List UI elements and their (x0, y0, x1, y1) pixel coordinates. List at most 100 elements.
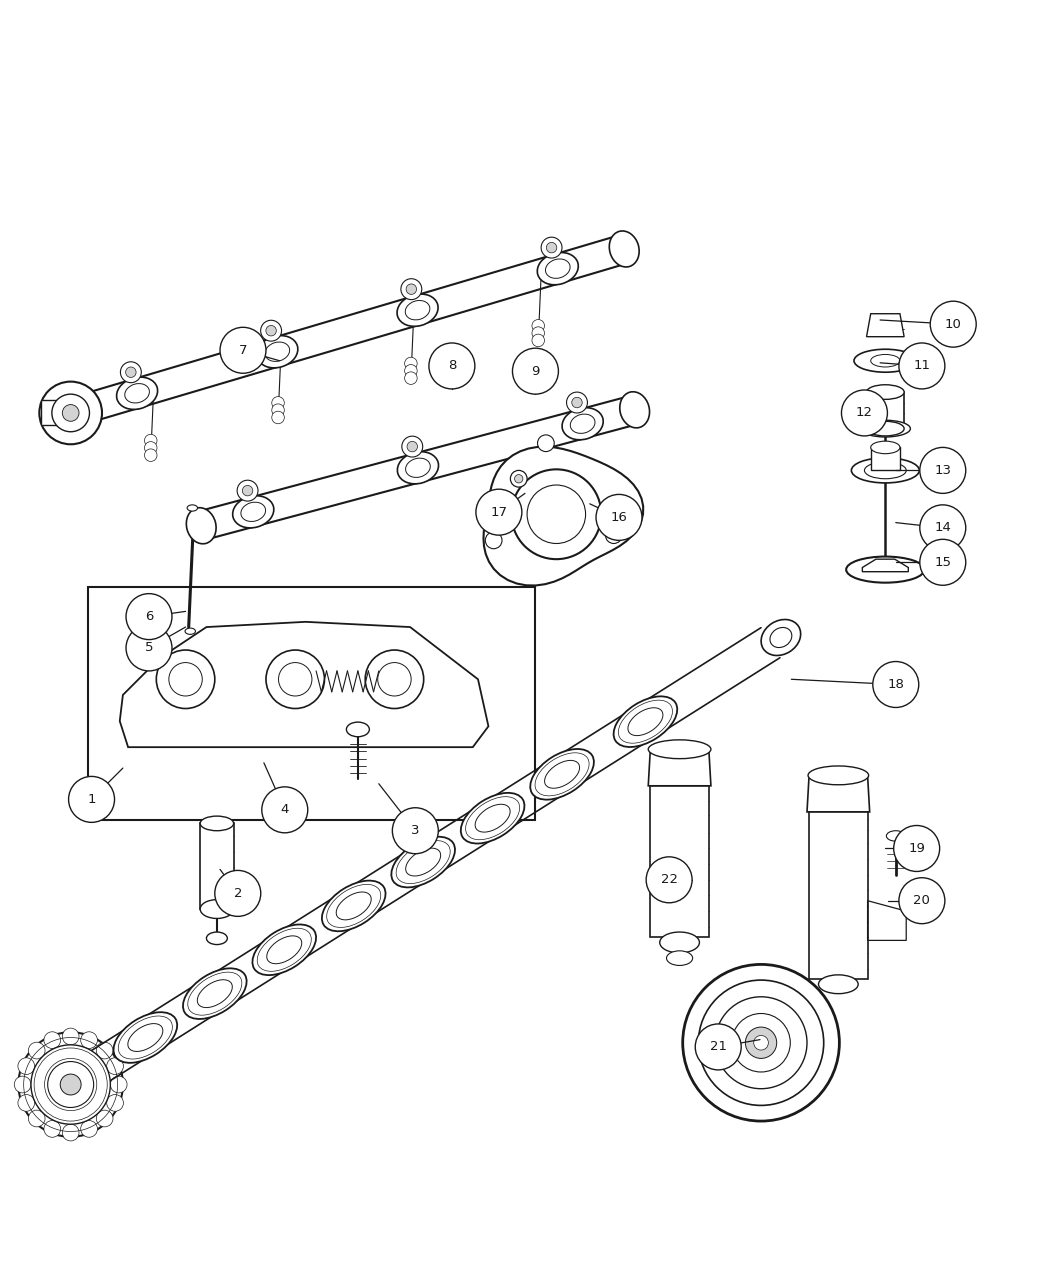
Ellipse shape (183, 968, 247, 1019)
Circle shape (107, 1094, 124, 1112)
Circle shape (18, 1094, 35, 1112)
Text: 7: 7 (238, 344, 247, 357)
Circle shape (899, 343, 945, 389)
Ellipse shape (659, 932, 699, 952)
Circle shape (169, 663, 203, 696)
Text: 12: 12 (856, 407, 873, 419)
Text: 9: 9 (531, 365, 540, 377)
Ellipse shape (870, 354, 900, 367)
Circle shape (841, 390, 887, 436)
Circle shape (60, 1074, 81, 1095)
Ellipse shape (240, 502, 266, 521)
Polygon shape (866, 391, 904, 428)
Ellipse shape (187, 505, 197, 511)
Circle shape (698, 980, 823, 1105)
Circle shape (272, 404, 285, 417)
Circle shape (407, 441, 418, 451)
Circle shape (97, 1111, 113, 1127)
Ellipse shape (397, 451, 439, 483)
Circle shape (920, 505, 966, 551)
Text: 17: 17 (490, 506, 507, 519)
Ellipse shape (185, 629, 195, 635)
Ellipse shape (667, 951, 693, 965)
Circle shape (485, 532, 502, 548)
Ellipse shape (336, 892, 372, 919)
Ellipse shape (546, 259, 570, 278)
Text: 19: 19 (908, 842, 925, 856)
Ellipse shape (186, 507, 216, 544)
Ellipse shape (113, 1012, 177, 1063)
Circle shape (81, 1031, 98, 1048)
Circle shape (97, 1042, 113, 1060)
Circle shape (510, 470, 527, 487)
Ellipse shape (207, 932, 228, 945)
Circle shape (404, 372, 417, 384)
Circle shape (145, 441, 158, 454)
Circle shape (920, 539, 966, 585)
Circle shape (715, 997, 807, 1089)
Circle shape (260, 320, 281, 342)
Text: 6: 6 (145, 611, 153, 623)
Polygon shape (483, 446, 644, 585)
Polygon shape (866, 314, 904, 337)
Circle shape (62, 1028, 79, 1044)
Polygon shape (807, 775, 869, 812)
Circle shape (107, 1058, 124, 1075)
Ellipse shape (125, 384, 149, 403)
Circle shape (428, 343, 475, 389)
Text: 10: 10 (945, 317, 962, 330)
Ellipse shape (770, 627, 792, 648)
Circle shape (732, 1014, 791, 1072)
Circle shape (682, 964, 839, 1121)
Circle shape (18, 1058, 35, 1075)
Circle shape (278, 663, 312, 696)
Circle shape (894, 825, 940, 871)
Text: 11: 11 (914, 360, 930, 372)
Circle shape (266, 325, 276, 335)
Circle shape (746, 1028, 777, 1058)
Circle shape (532, 320, 545, 332)
Ellipse shape (846, 557, 924, 583)
Circle shape (567, 393, 587, 413)
Ellipse shape (570, 414, 595, 434)
Circle shape (541, 237, 562, 258)
Text: 21: 21 (710, 1040, 727, 1053)
Polygon shape (648, 750, 711, 785)
Circle shape (237, 481, 258, 501)
Text: 16: 16 (610, 511, 628, 524)
Polygon shape (810, 812, 867, 979)
Polygon shape (41, 400, 62, 426)
Polygon shape (120, 622, 488, 747)
Text: 20: 20 (914, 894, 930, 908)
Ellipse shape (405, 848, 441, 876)
Circle shape (126, 367, 136, 377)
Ellipse shape (761, 620, 801, 655)
Circle shape (44, 1121, 61, 1137)
Circle shape (606, 527, 623, 543)
Circle shape (19, 1033, 123, 1137)
Circle shape (538, 435, 554, 451)
Circle shape (695, 1024, 741, 1070)
Circle shape (512, 348, 559, 394)
Circle shape (402, 436, 423, 456)
Circle shape (39, 381, 102, 444)
Circle shape (243, 486, 253, 496)
Circle shape (899, 877, 945, 923)
Ellipse shape (405, 458, 430, 477)
Ellipse shape (620, 391, 650, 428)
Ellipse shape (866, 421, 904, 436)
Ellipse shape (852, 458, 920, 483)
Ellipse shape (562, 408, 604, 440)
Polygon shape (862, 560, 908, 571)
Polygon shape (88, 588, 536, 820)
Ellipse shape (128, 1024, 163, 1052)
Circle shape (32, 1044, 110, 1125)
Circle shape (476, 490, 522, 536)
Circle shape (51, 394, 89, 432)
Text: 3: 3 (412, 824, 420, 838)
Ellipse shape (808, 766, 868, 785)
Circle shape (126, 594, 172, 640)
Circle shape (596, 495, 642, 541)
Ellipse shape (201, 816, 233, 831)
Text: 4: 4 (280, 803, 289, 816)
